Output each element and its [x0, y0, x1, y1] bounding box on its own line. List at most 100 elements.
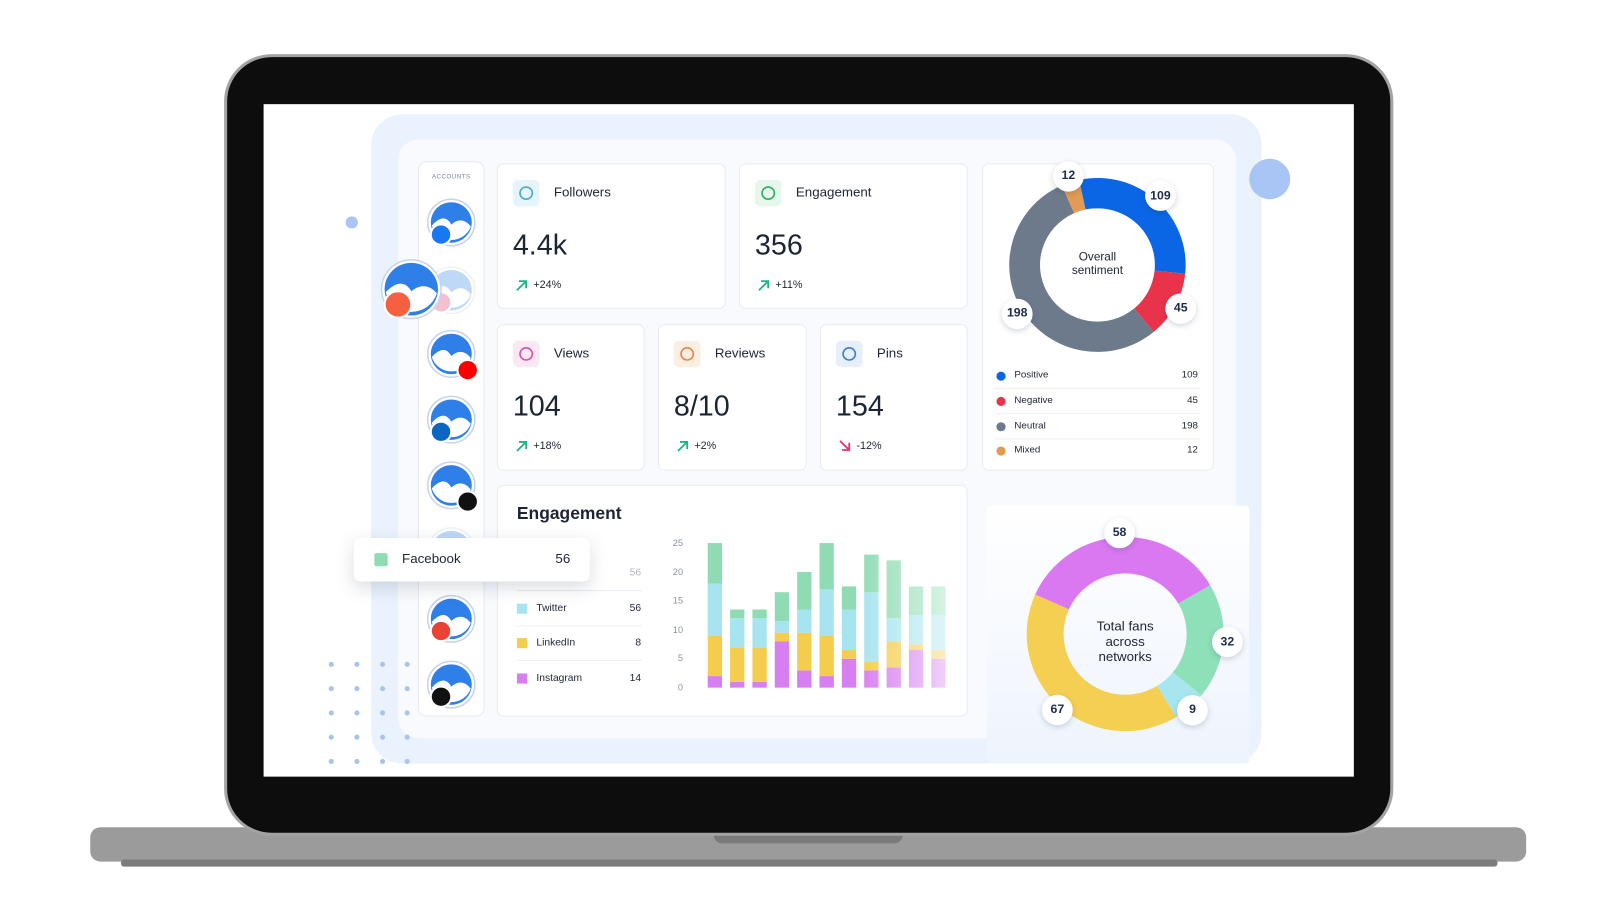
stat-value: 4.4k — [512, 229, 568, 261]
value-bubble — [1052, 161, 1084, 192]
stat-icon — [835, 340, 863, 368]
decor-dot — [404, 710, 410, 716]
bar-segment — [707, 676, 723, 688]
legend-value: 45 — [1187, 394, 1198, 407]
bar-segment — [730, 618, 745, 648]
decor-dot — [379, 686, 386, 692]
pie-segment — [1079, 177, 1186, 274]
bar-segment — [752, 609, 767, 619]
value-bubble — [1041, 694, 1073, 726]
decor-dot — [404, 661, 410, 667]
network-badge — [456, 358, 479, 382]
legend-name: Neutral — [1014, 420, 1046, 432]
decor-dot — [404, 686, 410, 692]
tooltip-swatch — [374, 553, 388, 567]
trend-arrow — [516, 441, 528, 452]
legend-value: 198 — [1181, 420, 1198, 432]
stat-change: +18% — [533, 439, 562, 452]
sidebar-label: ACCOUNTS — [431, 174, 471, 181]
stat-icon-glyph — [842, 347, 857, 361]
data-label: 58 — [1112, 525, 1127, 540]
data-label: 45 — [1173, 300, 1188, 315]
bar-segment — [797, 670, 812, 688]
bar-segment — [707, 543, 723, 584]
data-label: 12 — [1061, 168, 1076, 183]
stat-icon-glyph — [519, 347, 534, 361]
decor-dot — [354, 758, 360, 764]
decor-dot — [404, 758, 410, 764]
bar-segment — [730, 647, 745, 682]
value-bubble — [1001, 298, 1033, 330]
legend-swatch — [516, 673, 528, 684]
value-bubble — [1104, 517, 1135, 549]
bar-segment — [797, 632, 812, 671]
bar-segment — [774, 641, 790, 688]
legend-dot — [996, 371, 1006, 381]
legend-swatch — [516, 603, 528, 614]
pie-segment — [1035, 536, 1211, 610]
decor-circle — [1249, 158, 1291, 200]
bar-segment — [797, 609, 812, 633]
stat-icon-glyph — [680, 347, 695, 361]
value-bubble — [1211, 626, 1243, 658]
bar-segment — [730, 609, 745, 619]
stat-value: 154 — [835, 390, 884, 422]
data-label: 198 — [1006, 305, 1028, 321]
decor-dot — [328, 734, 334, 740]
y-tick-label: 20 — [672, 566, 684, 577]
data-label: 32 — [1220, 633, 1235, 649]
stat-label: Views — [553, 345, 590, 361]
bar-segment — [819, 635, 834, 677]
legend-name: Twitter — [536, 602, 567, 615]
laptop-foot — [121, 859, 1498, 867]
y-tick-label: 0 — [677, 682, 684, 693]
bar-segment — [819, 543, 834, 590]
network-badge — [429, 223, 453, 246]
data-label: 9 — [1189, 702, 1196, 717]
bar-segment — [752, 618, 767, 648]
stat-change: +2% — [694, 439, 717, 452]
bar-segment — [774, 592, 790, 622]
stat-label: Engagement — [795, 184, 872, 200]
legend-name: Instagram — [536, 672, 583, 684]
data-label: 109 — [1150, 187, 1171, 202]
value-bubble — [1145, 180, 1176, 211]
decor-dot — [379, 734, 386, 740]
avatar-image — [430, 270, 472, 311]
legend-total: 56 — [629, 602, 642, 615]
network-badge — [429, 619, 453, 643]
tooltip-value: 56 — [555, 550, 571, 566]
value-bubble — [1165, 293, 1197, 324]
decor-dot — [354, 710, 360, 716]
chart-center-label: Overall sentiment — [1071, 251, 1123, 278]
account-avatar — [426, 594, 476, 643]
bar-segment — [730, 681, 745, 688]
legend-name: LinkedIn — [536, 637, 576, 649]
account-avatar — [426, 461, 479, 513]
bar-segment — [841, 650, 857, 659]
decor-dot — [379, 710, 386, 716]
pie-segment — [1172, 585, 1224, 696]
chart-title: Engagement — [516, 503, 622, 524]
stat-value: 8/10 — [673, 390, 730, 422]
decor-dot — [328, 686, 334, 692]
stat-change: +24% — [533, 279, 562, 292]
account-avatar — [426, 329, 479, 382]
stat-label: Reviews — [714, 345, 766, 361]
y-tick-label: 25 — [672, 537, 684, 548]
stat-icon — [673, 340, 701, 368]
trend-arrow — [516, 280, 528, 291]
stat-change: -12% — [856, 439, 882, 452]
decor-dot — [404, 734, 410, 740]
decor-dot — [354, 661, 360, 667]
network-badge — [383, 290, 413, 319]
network-badge — [456, 490, 479, 513]
bar-segment — [841, 586, 857, 610]
stat-label: Followers — [553, 184, 611, 200]
network-badge — [429, 685, 453, 708]
decor-dot — [328, 758, 334, 764]
bar-segment — [707, 583, 723, 636]
decor-dot — [354, 734, 360, 740]
legend-swatch — [516, 638, 528, 649]
